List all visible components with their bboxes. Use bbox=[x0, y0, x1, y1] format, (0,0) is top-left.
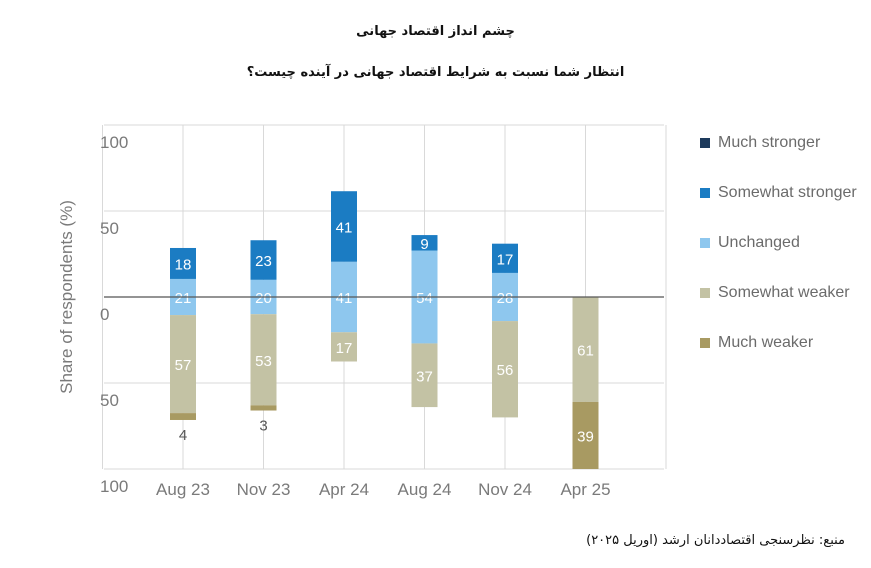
legend-label: Much weaker bbox=[718, 334, 814, 351]
legend-item-somewhat-stronger: Somewhat stronger bbox=[700, 168, 857, 218]
bar-segment-somewhat-stronger bbox=[170, 247, 196, 279]
x-tick-label: Aug 24 bbox=[398, 480, 452, 499]
legend-label: Much stronger bbox=[718, 134, 821, 151]
data-label: 41 bbox=[336, 290, 353, 307]
legend-item-somewhat-weaker: Somewhat weaker bbox=[700, 268, 857, 318]
legend-item-much-weaker: Much weaker bbox=[700, 318, 857, 368]
data-label: 18 bbox=[175, 256, 192, 273]
y-tick-label: 0 bbox=[100, 305, 109, 324]
data-label: 54 bbox=[416, 290, 433, 307]
legend-item-much-stronger: Much stronger bbox=[700, 118, 857, 168]
legend-swatch bbox=[700, 288, 710, 298]
x-tick-label: Nov 23 bbox=[237, 480, 291, 499]
data-label: 56 bbox=[497, 362, 514, 379]
legend-swatch bbox=[700, 238, 710, 248]
bar-segment-somewhat-stronger bbox=[250, 240, 277, 280]
bar-segment-much-weaker bbox=[170, 413, 196, 420]
bar-segment-somewhat-weaker bbox=[572, 297, 599, 402]
bar-segment-somewhat-stronger bbox=[331, 191, 357, 262]
x-tick-label: Nov 24 bbox=[478, 480, 532, 499]
y-tick-label: 100 bbox=[100, 133, 128, 152]
data-label: 53 bbox=[255, 353, 272, 370]
legend-label: Unchanged bbox=[718, 234, 800, 251]
bar-segment-somewhat-stronger bbox=[411, 235, 438, 251]
legend-swatch bbox=[700, 188, 710, 198]
x-tick-label: Aug 23 bbox=[156, 480, 210, 499]
y-tick-label: 100 bbox=[100, 477, 128, 496]
y-tick-label: 50 bbox=[100, 219, 119, 238]
bar-segment-somewhat-weaker bbox=[170, 315, 196, 414]
y-tick-label: 50 bbox=[100, 391, 119, 410]
y-axis-label: Share of respondents (%) bbox=[57, 200, 76, 394]
data-label: 37 bbox=[416, 368, 433, 385]
bar-segment-somewhat-weaker bbox=[250, 314, 277, 406]
data-label: 23 bbox=[255, 253, 272, 270]
legend-label: Somewhat stronger bbox=[718, 184, 857, 201]
data-label: 57 bbox=[175, 357, 192, 374]
x-tick-label: Apr 25 bbox=[560, 480, 610, 499]
source-note: منبع: نظرسنجی اقتصاددانان ارشد (اوریل ۲۰… bbox=[586, 533, 845, 548]
bar-segment-somewhat-weaker bbox=[331, 332, 357, 362]
data-label: 41 bbox=[336, 219, 353, 236]
bar-segment-somewhat-stronger bbox=[492, 243, 518, 273]
legend-swatch bbox=[700, 338, 710, 348]
legend-swatch bbox=[700, 138, 710, 148]
data-label: 17 bbox=[336, 340, 353, 357]
data-label: 4 bbox=[179, 427, 187, 444]
data-label: 3 bbox=[259, 418, 267, 435]
bar-segment-somewhat-weaker bbox=[492, 321, 518, 418]
chart-subtitle: انتظار شما نسبت به شرایط اقتصاد جهانی در… bbox=[246, 65, 625, 80]
x-tick-label: Apr 24 bbox=[319, 480, 369, 499]
data-label: 39 bbox=[577, 428, 594, 445]
legend-label: Somewhat weaker bbox=[718, 284, 850, 301]
chart-title: چشم انداز اقتصاد جهانی bbox=[356, 24, 515, 39]
bar-segment-somewhat-weaker bbox=[411, 343, 438, 408]
data-label: 20 bbox=[255, 290, 272, 307]
legend: Much stronger Somewhat stronger Unchange… bbox=[700, 118, 857, 368]
data-label: 61 bbox=[577, 342, 594, 359]
legend-item-unchanged: Unchanged bbox=[700, 218, 857, 268]
bar-segment-much-weaker bbox=[572, 401, 599, 469]
bar-segment-much-weaker bbox=[250, 405, 277, 411]
data-label: 9 bbox=[420, 236, 428, 253]
data-label: 17 bbox=[497, 251, 514, 268]
data-label: 21 bbox=[175, 290, 192, 307]
data-label: 28 bbox=[497, 290, 514, 307]
